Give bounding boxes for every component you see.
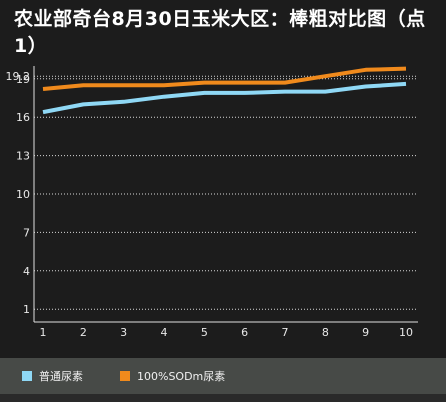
x-tick-label: 9 bbox=[362, 326, 369, 339]
x-tick-label: 4 bbox=[161, 326, 168, 339]
x-tick-label: 3 bbox=[120, 326, 127, 339]
series-line-2 bbox=[42, 66, 407, 91]
x-tick-label: 7 bbox=[282, 326, 289, 339]
grid-layer bbox=[34, 75, 418, 310]
x-tick-label: 5 bbox=[201, 326, 208, 339]
legend-label-series-1: 普通尿素 bbox=[39, 370, 83, 383]
x-tick-label: 6 bbox=[241, 326, 248, 339]
y-tick-label: 1 bbox=[23, 303, 30, 316]
x-tick-label: 8 bbox=[322, 326, 329, 339]
chart-title: 农业部奇台8月30日玉米大区：棒粗对比图（点1） bbox=[14, 8, 426, 57]
series-line-1 bbox=[42, 81, 407, 115]
y-tick-label: 7 bbox=[23, 226, 30, 239]
y-tick-label: 13 bbox=[16, 150, 30, 163]
x-tick-label: 10 bbox=[399, 326, 413, 339]
y-tick-label: 16 bbox=[16, 111, 30, 124]
bottom-strip bbox=[0, 394, 446, 402]
y-tick-label: 4 bbox=[23, 265, 30, 278]
legend-item-series-2[interactable]: 100%SODm尿素 bbox=[120, 358, 225, 394]
y-tick-label: 10 bbox=[16, 188, 30, 201]
legend-label-series-2: 100%SODm尿素 bbox=[137, 370, 226, 383]
legend: 普通尿素 100%SODm尿素 bbox=[0, 358, 446, 394]
series-layer bbox=[42, 66, 407, 115]
x-tick-label: 2 bbox=[80, 326, 87, 339]
axis-layer bbox=[33, 66, 418, 323]
x-tick-label: 1 bbox=[40, 326, 47, 339]
y-tick-label: 19 bbox=[16, 73, 30, 86]
legend-swatch-series-2 bbox=[120, 371, 130, 381]
legend-swatch-series-1 bbox=[22, 371, 32, 381]
legend-item-series-1[interactable]: 普通尿素 bbox=[22, 358, 83, 394]
y-tick-label: 19.2 bbox=[6, 70, 31, 83]
